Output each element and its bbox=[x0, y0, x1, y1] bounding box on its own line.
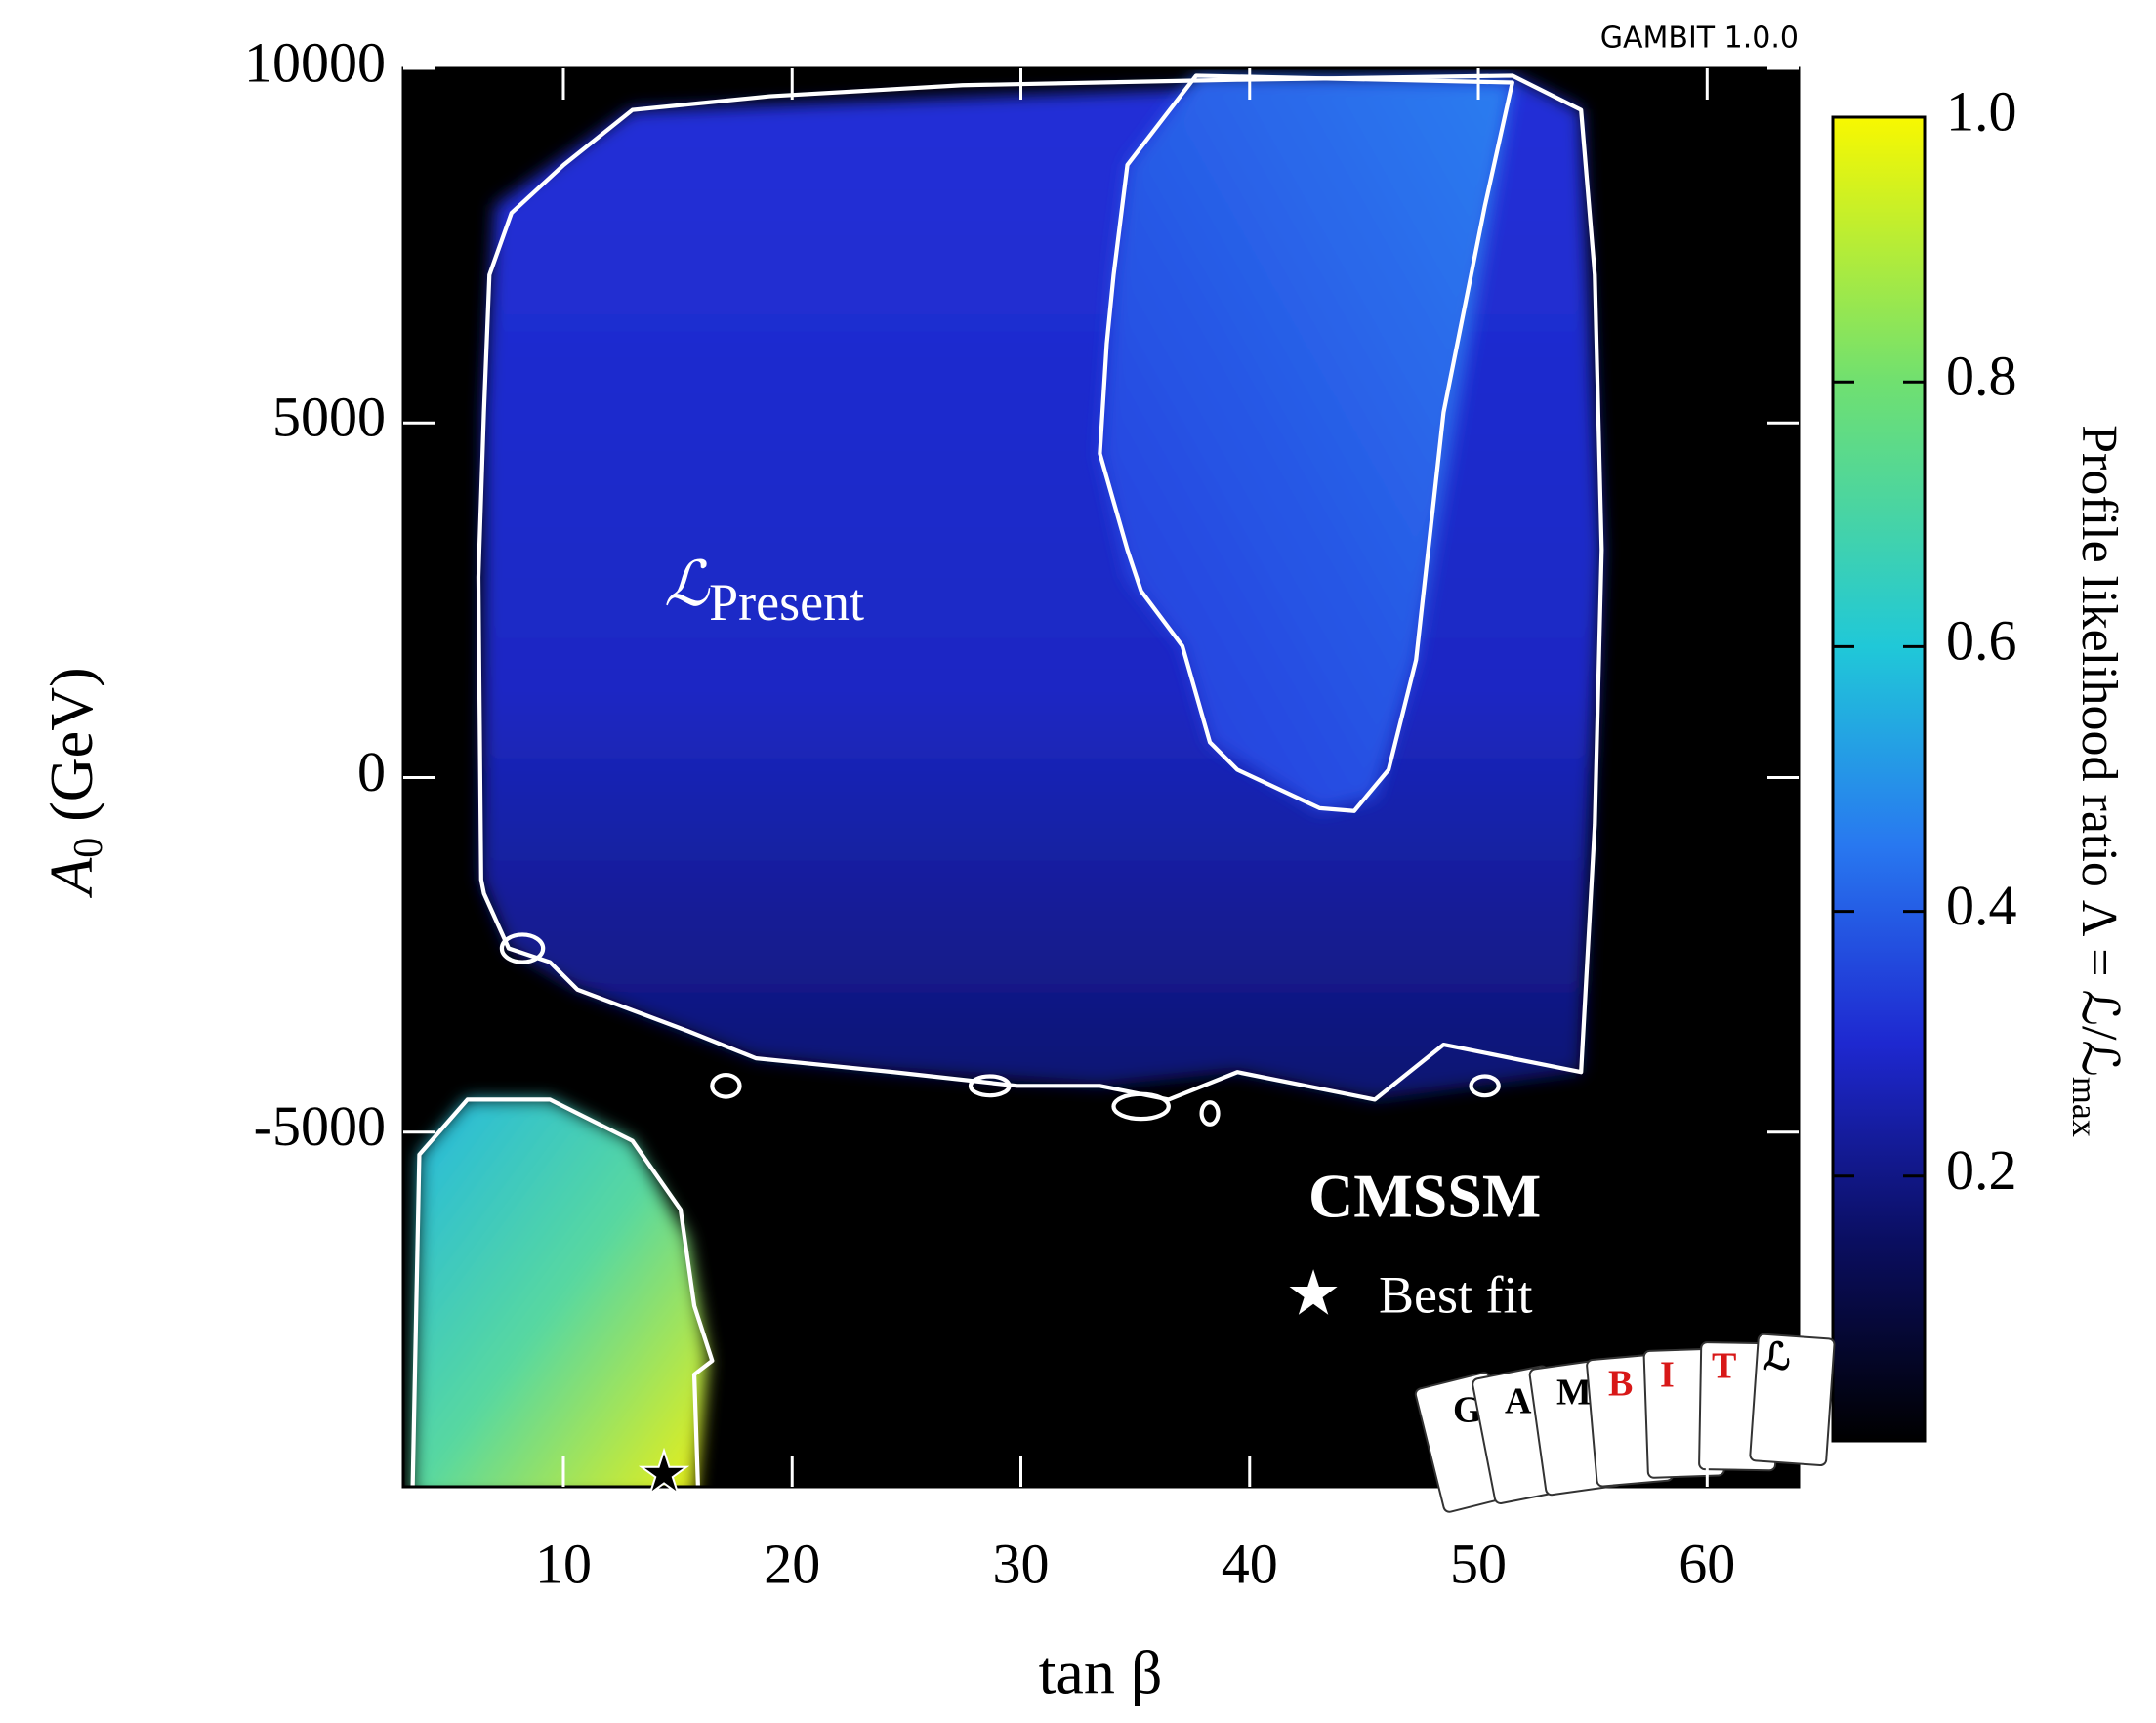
colorbar-tick-label: 1.0 bbox=[1946, 79, 2017, 143]
logo-letter: A bbox=[1505, 1381, 1532, 1422]
y-label-sub: 0 bbox=[66, 838, 111, 858]
colorbar-label-main: Profile likelihood ratio Λ = ℒ/ℒ bbox=[2071, 425, 2127, 1077]
y-tick-label: 0 bbox=[357, 740, 386, 803]
colorbar-tick-label: 0.6 bbox=[1946, 609, 2017, 673]
y-tick-label: 5000 bbox=[272, 386, 386, 449]
logo-letter: ℒ bbox=[1763, 1337, 1790, 1378]
best-fit-marker: ★ bbox=[638, 1442, 690, 1506]
logo-letter: I bbox=[1660, 1355, 1675, 1396]
colorbar-tick-label: 0.2 bbox=[1946, 1138, 2017, 1202]
y-axis-label: A0 (GeV) bbox=[39, 667, 110, 898]
logo-letter: T bbox=[1712, 1346, 1736, 1387]
heatmap bbox=[410, 73, 1604, 1487]
watermark: GAMBIT 1.0.0 bbox=[1600, 21, 1799, 56]
x-tick-label: 20 bbox=[764, 1532, 820, 1595]
colorbar-tick-label: 0.4 bbox=[1946, 874, 2017, 937]
x-tick-label: 60 bbox=[1679, 1532, 1735, 1595]
annotation-main: ℒ bbox=[664, 550, 711, 619]
y-label-unit: (GeV) bbox=[39, 667, 105, 821]
y-tick-label: 10000 bbox=[244, 30, 386, 94]
annotation-sub: Present bbox=[709, 573, 864, 632]
model-label: CMSSM bbox=[1308, 1162, 1541, 1231]
logo-letter: B bbox=[1608, 1364, 1633, 1405]
colorbar-label-sub: max bbox=[2065, 1077, 2104, 1137]
y-tick-label: -5000 bbox=[254, 1094, 386, 1158]
colorbar-tick-label: 0.8 bbox=[1946, 345, 2017, 408]
legend-star: ★ bbox=[1285, 1259, 1341, 1329]
x-tick-label: 50 bbox=[1450, 1532, 1507, 1595]
x-tick-label: 10 bbox=[535, 1532, 592, 1595]
x-tick-label: 30 bbox=[993, 1532, 1050, 1595]
logo-letter: M bbox=[1556, 1373, 1592, 1414]
logo-card bbox=[1749, 1333, 1836, 1467]
x-tick-label: 40 bbox=[1222, 1532, 1278, 1595]
x-axis-label: tan β bbox=[1039, 1638, 1163, 1707]
y-label-main: A bbox=[39, 857, 105, 899]
colorbar bbox=[1831, 115, 1927, 1443]
annotation: ℒPresent bbox=[664, 550, 864, 633]
colorbar-label: Profile likelihood ratio Λ = ℒ/ℒmax bbox=[2065, 425, 2127, 1137]
legend-label: Best fit bbox=[1379, 1265, 1533, 1324]
